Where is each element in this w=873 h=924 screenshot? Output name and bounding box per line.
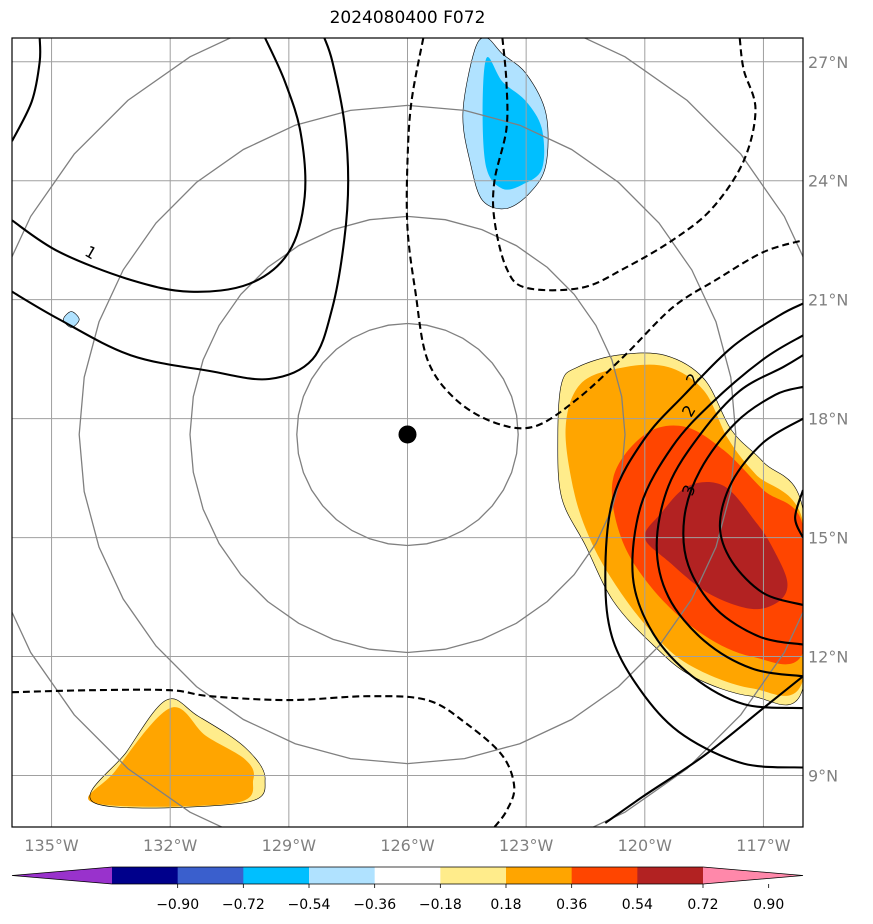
colorbar-tick-label: 0.72 [687,897,718,913]
range-ring [78,104,737,765]
colorbar-tick-label: −0.54 [288,897,331,913]
solid-contour [604,675,803,824]
map-frame [11,37,804,828]
longitude-tick-label: 120°W [618,836,673,855]
range-ring [189,215,626,654]
latitude-tick-label: 27°N [808,53,848,72]
colorbar-extend-low [12,867,112,884]
longitude-tick-labels: 135°W 132°W 129°W 126°W 123°W 120°W 117°W [24,836,790,855]
colorbar-segment [506,867,573,884]
shaded-region [88,707,254,807]
colorbar-tick-label: 0.18 [490,897,521,913]
solid-contour [718,417,803,607]
colorbar-tick-label: −0.90 [156,897,199,913]
shaded-region-outline [89,698,266,809]
contour-layer [12,38,803,827]
solid-contour [631,334,803,710]
solid-contour [12,38,307,293]
latitude-tick-label: 15°N [808,529,848,548]
range-ring [12,38,803,827]
map-title: 2024080400 F072 [329,8,486,28]
colorbar-segment [177,867,244,884]
colorbar-tick-label: 0.90 [753,897,784,913]
solid-contour [682,385,803,646]
colorbar-segment [112,867,179,884]
latitude-tick-label: 24°N [808,172,848,191]
colorbar-tick-label: 0.36 [556,897,587,913]
latitude-tick-label: 21°N [808,291,848,310]
solid-contour [604,302,803,769]
latitude-tick-label: 12°N [808,648,848,667]
dashed-contour [405,38,803,430]
solid-contour [12,38,42,142]
latitude-tick-labels: 9°N 12°N 15°N 18°N 21°N 24°N 27°N [808,53,848,786]
longitude-tick-label: 123°W [499,836,554,855]
range-ring [296,322,519,547]
latitude-tick-label: 18°N [808,410,848,429]
storm-center-marker [398,425,417,444]
colorbar-segment [571,867,638,884]
latitude-tick-label: 9°N [808,766,838,785]
longitude-tick-label: 129°W [262,836,317,855]
longitude-tick-label: 117°W [736,836,791,855]
shaded-region-outline [462,38,549,210]
colorbar-segment [440,867,507,884]
colorbar-segment [243,867,310,884]
longitude-tick-label: 132°W [143,836,198,855]
solid-contour [655,354,803,678]
solid-contour [12,38,350,381]
dashed-contour [12,688,516,827]
colorbar-tick-label: 0.54 [622,897,653,913]
colorbar-segment [309,867,376,884]
colorbar-tick-label: −0.36 [353,897,396,913]
colorbar-tick-label: −0.72 [222,897,265,913]
range-rings [12,38,803,827]
colorbar-segment [374,867,441,884]
longitude-tick-label: 126°W [380,836,435,855]
colorbar: −0.90 −0.72 −0.54 −0.36 −0.18 0.18 0.36 0.54 0.7… [11,866,804,913]
colorbar-outline [11,866,804,885]
colorbar-extend-high [703,867,803,884]
solid-contour [794,489,803,539]
shading-layer [63,38,803,809]
colorbar-tick-label: −0.18 [419,897,462,913]
colorbar-segment [637,867,704,884]
shaded-region-outline [63,311,80,328]
longitude-tick-label: 135°W [24,836,79,855]
